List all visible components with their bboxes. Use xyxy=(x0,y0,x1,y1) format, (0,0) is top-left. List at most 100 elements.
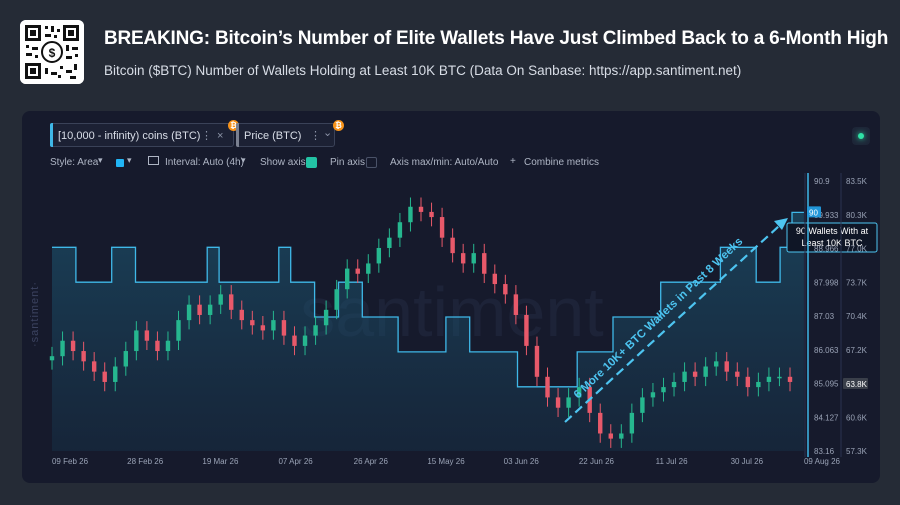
candle xyxy=(260,325,266,331)
price-tick-label: 80.3K xyxy=(846,211,868,220)
candle xyxy=(524,314,529,346)
x-tick-label: 15 May 26 xyxy=(427,457,465,466)
candle xyxy=(102,371,107,382)
candle xyxy=(598,412,603,434)
wallets-tick-label: 89.933 xyxy=(814,211,839,220)
chevron-down-icon[interactable]: ▾ xyxy=(98,155,103,165)
candle xyxy=(756,381,761,388)
candle xyxy=(671,381,677,388)
x-tick-label: 28 Feb 26 xyxy=(127,457,164,466)
candle xyxy=(724,361,729,372)
watermark: ·santiment· xyxy=(29,281,41,347)
arrow-head-icon xyxy=(774,218,788,230)
metric-color-bar xyxy=(50,123,53,147)
metric-chip-price[interactable]: Price (BTC) ⋮ ⌄ xyxy=(236,123,335,147)
candle xyxy=(503,284,508,295)
pin-axis-checkbox[interactable] xyxy=(366,157,377,168)
style-select[interactable]: Style: Area xyxy=(50,157,99,168)
candle xyxy=(334,289,339,310)
x-tick-label: 30 Jul 26 xyxy=(731,457,764,466)
candle xyxy=(155,340,160,352)
candle xyxy=(91,361,97,372)
x-tick-label: 07 Apr 26 xyxy=(278,457,313,466)
price-current-marker xyxy=(843,378,868,390)
candle xyxy=(250,320,255,326)
x-tick-label: 11 Jul 26 xyxy=(656,457,688,466)
candle xyxy=(70,340,76,352)
show-axis-label: Show axis xyxy=(260,157,306,168)
price-candles xyxy=(49,197,793,448)
plus-icon[interactable]: + xyxy=(510,156,516,167)
candle xyxy=(661,387,666,393)
candle xyxy=(197,304,202,315)
candle xyxy=(355,268,360,274)
x-tick-label: 03 Jun 26 xyxy=(504,457,540,466)
chevron-down-icon[interactable]: ▾ xyxy=(127,155,132,165)
candle xyxy=(460,253,466,264)
wallets-tick-label: 83.16 xyxy=(814,447,835,456)
axis-minmax-select[interactable]: Axis max/min: Auto/Auto xyxy=(390,157,499,168)
subheadline: Bitcoin ($BTC) Number of Wallets Holding… xyxy=(104,63,742,78)
callout-line-2: Least 10K BTC xyxy=(801,238,863,248)
candle xyxy=(387,237,392,248)
headline: BREAKING: Bitcoin’s Number of Elite Wall… xyxy=(104,28,889,49)
wallets-tick-label: 86.063 xyxy=(814,346,839,355)
combine-metrics-button[interactable]: Combine metrics xyxy=(524,157,600,168)
pin-axis-label: Pin axis xyxy=(330,157,366,168)
metric-label-price: Price (BTC) xyxy=(244,130,302,142)
candle xyxy=(408,206,413,223)
candle xyxy=(471,253,476,264)
price-tick-label: 67.2K xyxy=(846,346,868,355)
candle xyxy=(745,376,751,388)
candle xyxy=(113,366,118,382)
candle xyxy=(207,304,213,315)
metric-chip-wallets[interactable]: [10,000 - infinity) coins (BTC) ⋮ × xyxy=(50,123,234,147)
candle xyxy=(545,376,550,398)
metric-menu-icon[interactable]: ⋮ xyxy=(201,130,212,142)
qr-code-icon: $ xyxy=(20,20,84,84)
price-tick-label: 77.0K xyxy=(846,245,868,254)
candle xyxy=(165,340,171,352)
candle xyxy=(692,371,698,377)
candle xyxy=(218,294,223,305)
candle xyxy=(576,387,582,398)
wallets-current-label: 90 xyxy=(809,208,818,217)
wallets-tick-label: 85.095 xyxy=(814,380,839,389)
x-tick-label: 22 Jun 26 xyxy=(579,457,615,466)
candle xyxy=(777,376,782,379)
price-tick-label: 73.7K xyxy=(846,278,868,287)
metric-menu-icon[interactable]: ⋮ xyxy=(310,130,321,142)
wallets-current-marker xyxy=(807,206,821,218)
candle xyxy=(418,206,424,212)
interval-icon xyxy=(148,156,159,165)
x-tick-label: 09 Aug 26 xyxy=(804,457,841,466)
candle xyxy=(482,253,487,274)
chart-svg: ·santiment· santiment 6 More 10K+ BTC Wa… xyxy=(29,173,878,466)
candle xyxy=(49,356,55,361)
wallets-area xyxy=(52,211,804,451)
bitcoin-icon: ₿ xyxy=(228,120,239,131)
price-current-label: 63.8K xyxy=(846,380,868,389)
candle xyxy=(60,340,65,357)
chevron-down-icon[interactable]: ⌄ xyxy=(323,127,333,139)
color-swatch[interactable] xyxy=(116,159,124,167)
candle xyxy=(281,320,287,336)
candle xyxy=(714,361,719,367)
show-axis-checkbox[interactable] xyxy=(306,157,317,168)
close-icon[interactable]: × xyxy=(217,130,224,142)
candle xyxy=(629,412,635,434)
candle xyxy=(650,392,656,398)
chevron-down-icon[interactable]: ▾ xyxy=(241,155,246,165)
svg-text:$: $ xyxy=(49,46,56,60)
candle xyxy=(134,330,139,352)
qr-code: $ xyxy=(20,20,84,84)
candle xyxy=(397,222,403,238)
wallets-tick-label: 88.966 xyxy=(814,245,839,254)
candle xyxy=(735,371,740,377)
interval-select[interactable]: Interval: Auto (4h) xyxy=(165,157,244,168)
candle xyxy=(703,366,708,377)
price-tick-label: 57.3K xyxy=(846,447,868,456)
metric-label-wallets: [10,000 - infinity) coins (BTC) xyxy=(58,130,201,142)
candle xyxy=(376,247,382,264)
axes: 90.9 89.933 88.966 87.998 87.03 86.063 85.095 8… xyxy=(52,173,868,466)
